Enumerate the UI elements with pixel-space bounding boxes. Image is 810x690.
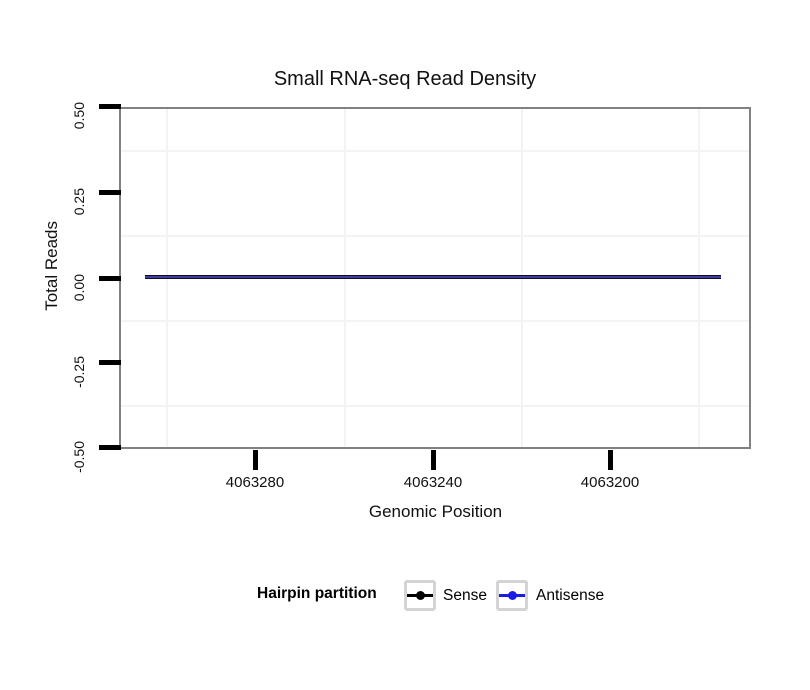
minor-gridline-horizontal [121, 150, 749, 152]
minor-gridline-horizontal [121, 405, 749, 407]
y-tick-label: 0.25 [71, 188, 87, 216]
legend-label-antisense: Antisense [536, 587, 605, 604]
read-density-line [145, 275, 721, 279]
antisense-point-icon [507, 590, 517, 600]
y-tick-label: 0.50 [71, 102, 87, 130]
x-tick-mark [253, 450, 258, 470]
legend-title: Hairpin partition [257, 585, 377, 602]
y-tick-mark [99, 445, 121, 450]
chart-title: Small RNA-seq Read Density [273, 68, 537, 90]
legend-label-sense: Sense [443, 587, 487, 604]
y-tick-mark [99, 104, 121, 109]
x-tick-mark [431, 450, 436, 470]
x-tick-label: 4063200 [580, 474, 640, 491]
minor-gridline-horizontal [121, 320, 749, 322]
y-tick-mark [99, 360, 121, 365]
y-tick-label: -0.25 [71, 356, 87, 388]
y-axis-title: Total Reads [42, 221, 61, 311]
y-tick-label: -0.50 [71, 441, 87, 473]
minor-gridline-horizontal [121, 235, 749, 237]
y-tick-label: 0.00 [71, 274, 87, 302]
legend-key-sense [404, 580, 436, 611]
x-tick-label: 4063240 [403, 474, 463, 491]
y-tick-mark [99, 276, 121, 281]
sense-point-icon [415, 590, 425, 600]
y-tick-mark [99, 190, 121, 195]
x-tick-label: 4063280 [225, 474, 285, 491]
plot-panel [119, 107, 751, 449]
x-tick-mark [608, 450, 613, 470]
legend-key-antisense [496, 580, 528, 611]
x-axis-title: Genomic Position [368, 502, 503, 521]
